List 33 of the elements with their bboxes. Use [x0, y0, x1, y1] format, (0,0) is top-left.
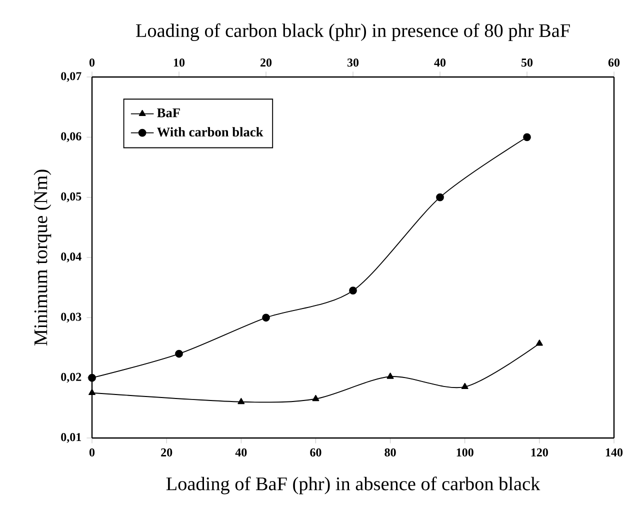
- y-tick-label: 0,07: [61, 72, 82, 82]
- x-tick-label: 20: [161, 448, 172, 456]
- y-axis-title: Minimum torque (Nm): [34, 170, 52, 346]
- y-tick-label: 0,03: [61, 312, 82, 323]
- point: [536, 340, 543, 346]
- y-tick-label: 0,02: [61, 372, 82, 383]
- x-axis-title: Loading of BaF (phr) in absence of carbon black: [166, 476, 540, 494]
- x2-axis-title: Loading of carbon black (phr) in presence of 80 phr BaF: [136, 23, 570, 42]
- point: [238, 398, 245, 404]
- legend-label: With carbon black: [157, 127, 264, 137]
- x-tick-label: 140: [606, 448, 623, 456]
- x2-tick-label: 60: [608, 58, 620, 67]
- legend-label: BaF: [157, 108, 180, 118]
- x2-tick-label: 30: [347, 58, 359, 67]
- y-tick-label: 0,01: [61, 433, 81, 443]
- point: [461, 382, 468, 390]
- y-tick-label: 0,04: [61, 252, 82, 262]
- point: [386, 372, 394, 379]
- y-tick-label: 0,05: [61, 192, 82, 202]
- x2-tick-label: 0: [89, 58, 95, 67]
- x-tick-label: 80: [384, 448, 396, 456]
- x2-tick-label: 40: [434, 58, 446, 67]
- x-tick-label: 60: [310, 448, 322, 456]
- point: [312, 394, 320, 402]
- x-tick-label: 40: [235, 448, 247, 456]
- point: [88, 388, 96, 396]
- x-tick-label: 0: [89, 448, 95, 456]
- x2-tick-label: 20: [260, 58, 272, 67]
- x-tick-label: 120: [531, 448, 548, 456]
- x2-tick-label: 10: [174, 58, 185, 67]
- x-tick-label: 100: [456, 448, 474, 456]
- y-tick-label: 0,06: [61, 132, 82, 142]
- x2-tick-label: 50: [521, 58, 533, 67]
